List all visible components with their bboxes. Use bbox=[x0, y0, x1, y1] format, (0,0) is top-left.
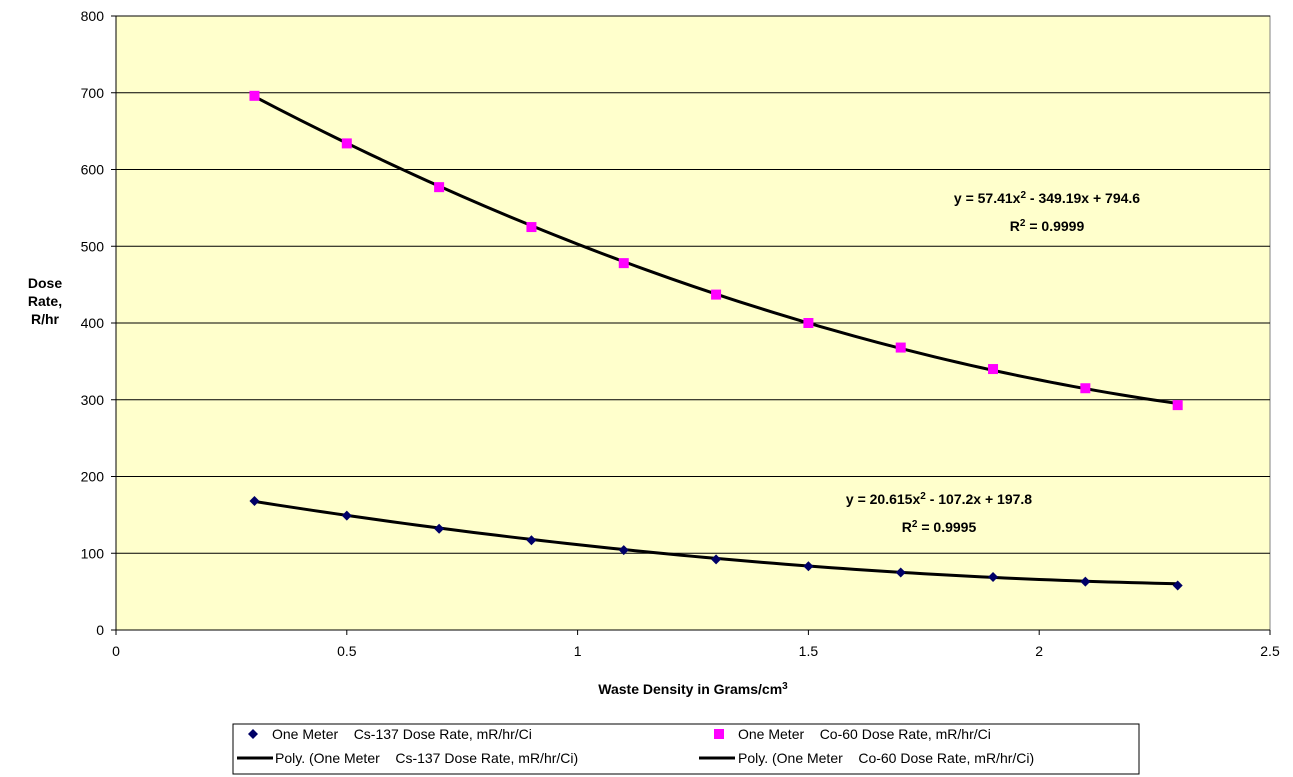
y-tick-label: 800 bbox=[81, 8, 105, 24]
x-tick-label: 1.5 bbox=[799, 643, 819, 659]
point-co60 bbox=[803, 318, 814, 328]
x-tick-label: 2.5 bbox=[1260, 643, 1280, 659]
y-tick-label: 500 bbox=[81, 238, 105, 254]
point-cs137 bbox=[1172, 580, 1183, 591]
point-co60 bbox=[895, 342, 906, 353]
point-co60 bbox=[1172, 400, 1183, 411]
x-tick-label: 2 bbox=[1035, 643, 1043, 659]
y-axis-title-line-2: Rate, bbox=[28, 293, 62, 309]
point-co60 bbox=[526, 222, 537, 233]
point-cs137 bbox=[711, 554, 722, 565]
legend-box bbox=[232, 723, 1140, 775]
legend-label-cs137-poly: Poly. (One Meter Cs-137 Dose Rate, mR/hr… bbox=[275, 750, 578, 766]
y-tick-label: 200 bbox=[81, 469, 105, 485]
point-cs137 bbox=[526, 535, 537, 546]
co60-r-squared: R2 = 0.9999 bbox=[1010, 218, 1085, 235]
co60-equation: y = 57.41x2 - 349.19x + 794.6 bbox=[954, 190, 1140, 207]
point-cs137 bbox=[341, 510, 352, 521]
y-tick-label: 300 bbox=[81, 392, 105, 408]
data-points bbox=[249, 90, 1183, 591]
legend-label-co60: One Meter Co-60 Dose Rate, mR/hr/Ci bbox=[738, 726, 991, 742]
legend-marker-cs137 bbox=[248, 729, 258, 739]
point-co60 bbox=[434, 182, 445, 193]
point-cs137 bbox=[249, 496, 260, 507]
gridlines bbox=[116, 15, 1270, 554]
legend-label-co60-poly: Poly. (One Meter Co-60 Dose Rate, mR/hr/… bbox=[738, 750, 1034, 766]
point-cs137 bbox=[803, 561, 814, 572]
x-tick-label: 0.5 bbox=[337, 643, 357, 659]
point-co60 bbox=[341, 138, 352, 149]
x-tick-label: 1 bbox=[574, 643, 582, 659]
legend: One Meter Cs-137 Dose Rate, mR/hr/Ci One… bbox=[232, 723, 1140, 775]
y-tick-label: 400 bbox=[81, 315, 105, 331]
point-co60 bbox=[249, 90, 260, 101]
axes: 0 100 200 300 400 500 600 700 800 0 0.5 1 1.5 2 2.5 bbox=[81, 8, 1280, 659]
point-co60 bbox=[618, 258, 629, 269]
point-co60 bbox=[1080, 383, 1091, 394]
y-tick-label: 100 bbox=[81, 545, 105, 561]
legend-marker-co60 bbox=[714, 729, 724, 739]
y-axis-title-line-1: Dose bbox=[28, 275, 62, 291]
legend-label-cs137: One Meter Cs-137 Dose Rate, mR/hr/Ci bbox=[272, 726, 532, 742]
point-cs137 bbox=[434, 523, 445, 534]
y-tick-label: 0 bbox=[96, 622, 104, 638]
x-tick-label: 0 bbox=[112, 643, 120, 659]
point-co60 bbox=[711, 289, 722, 300]
point-cs137 bbox=[1080, 576, 1091, 587]
y-tick-label: 600 bbox=[81, 162, 105, 178]
point-cs137 bbox=[895, 567, 906, 578]
point-cs137 bbox=[618, 545, 629, 556]
cs137-equation: y = 20.615x2 - 107.2x + 197.8 bbox=[846, 491, 1032, 508]
point-cs137 bbox=[988, 572, 999, 583]
point-co60 bbox=[988, 364, 999, 375]
cs137-r-squared: R2 = 0.9995 bbox=[902, 519, 977, 536]
y-tick-label: 700 bbox=[81, 85, 105, 101]
x-axis-title: Waste Density in Grams/cm3 bbox=[598, 681, 788, 698]
y-axis-title-line-3: R/hr bbox=[31, 311, 60, 327]
